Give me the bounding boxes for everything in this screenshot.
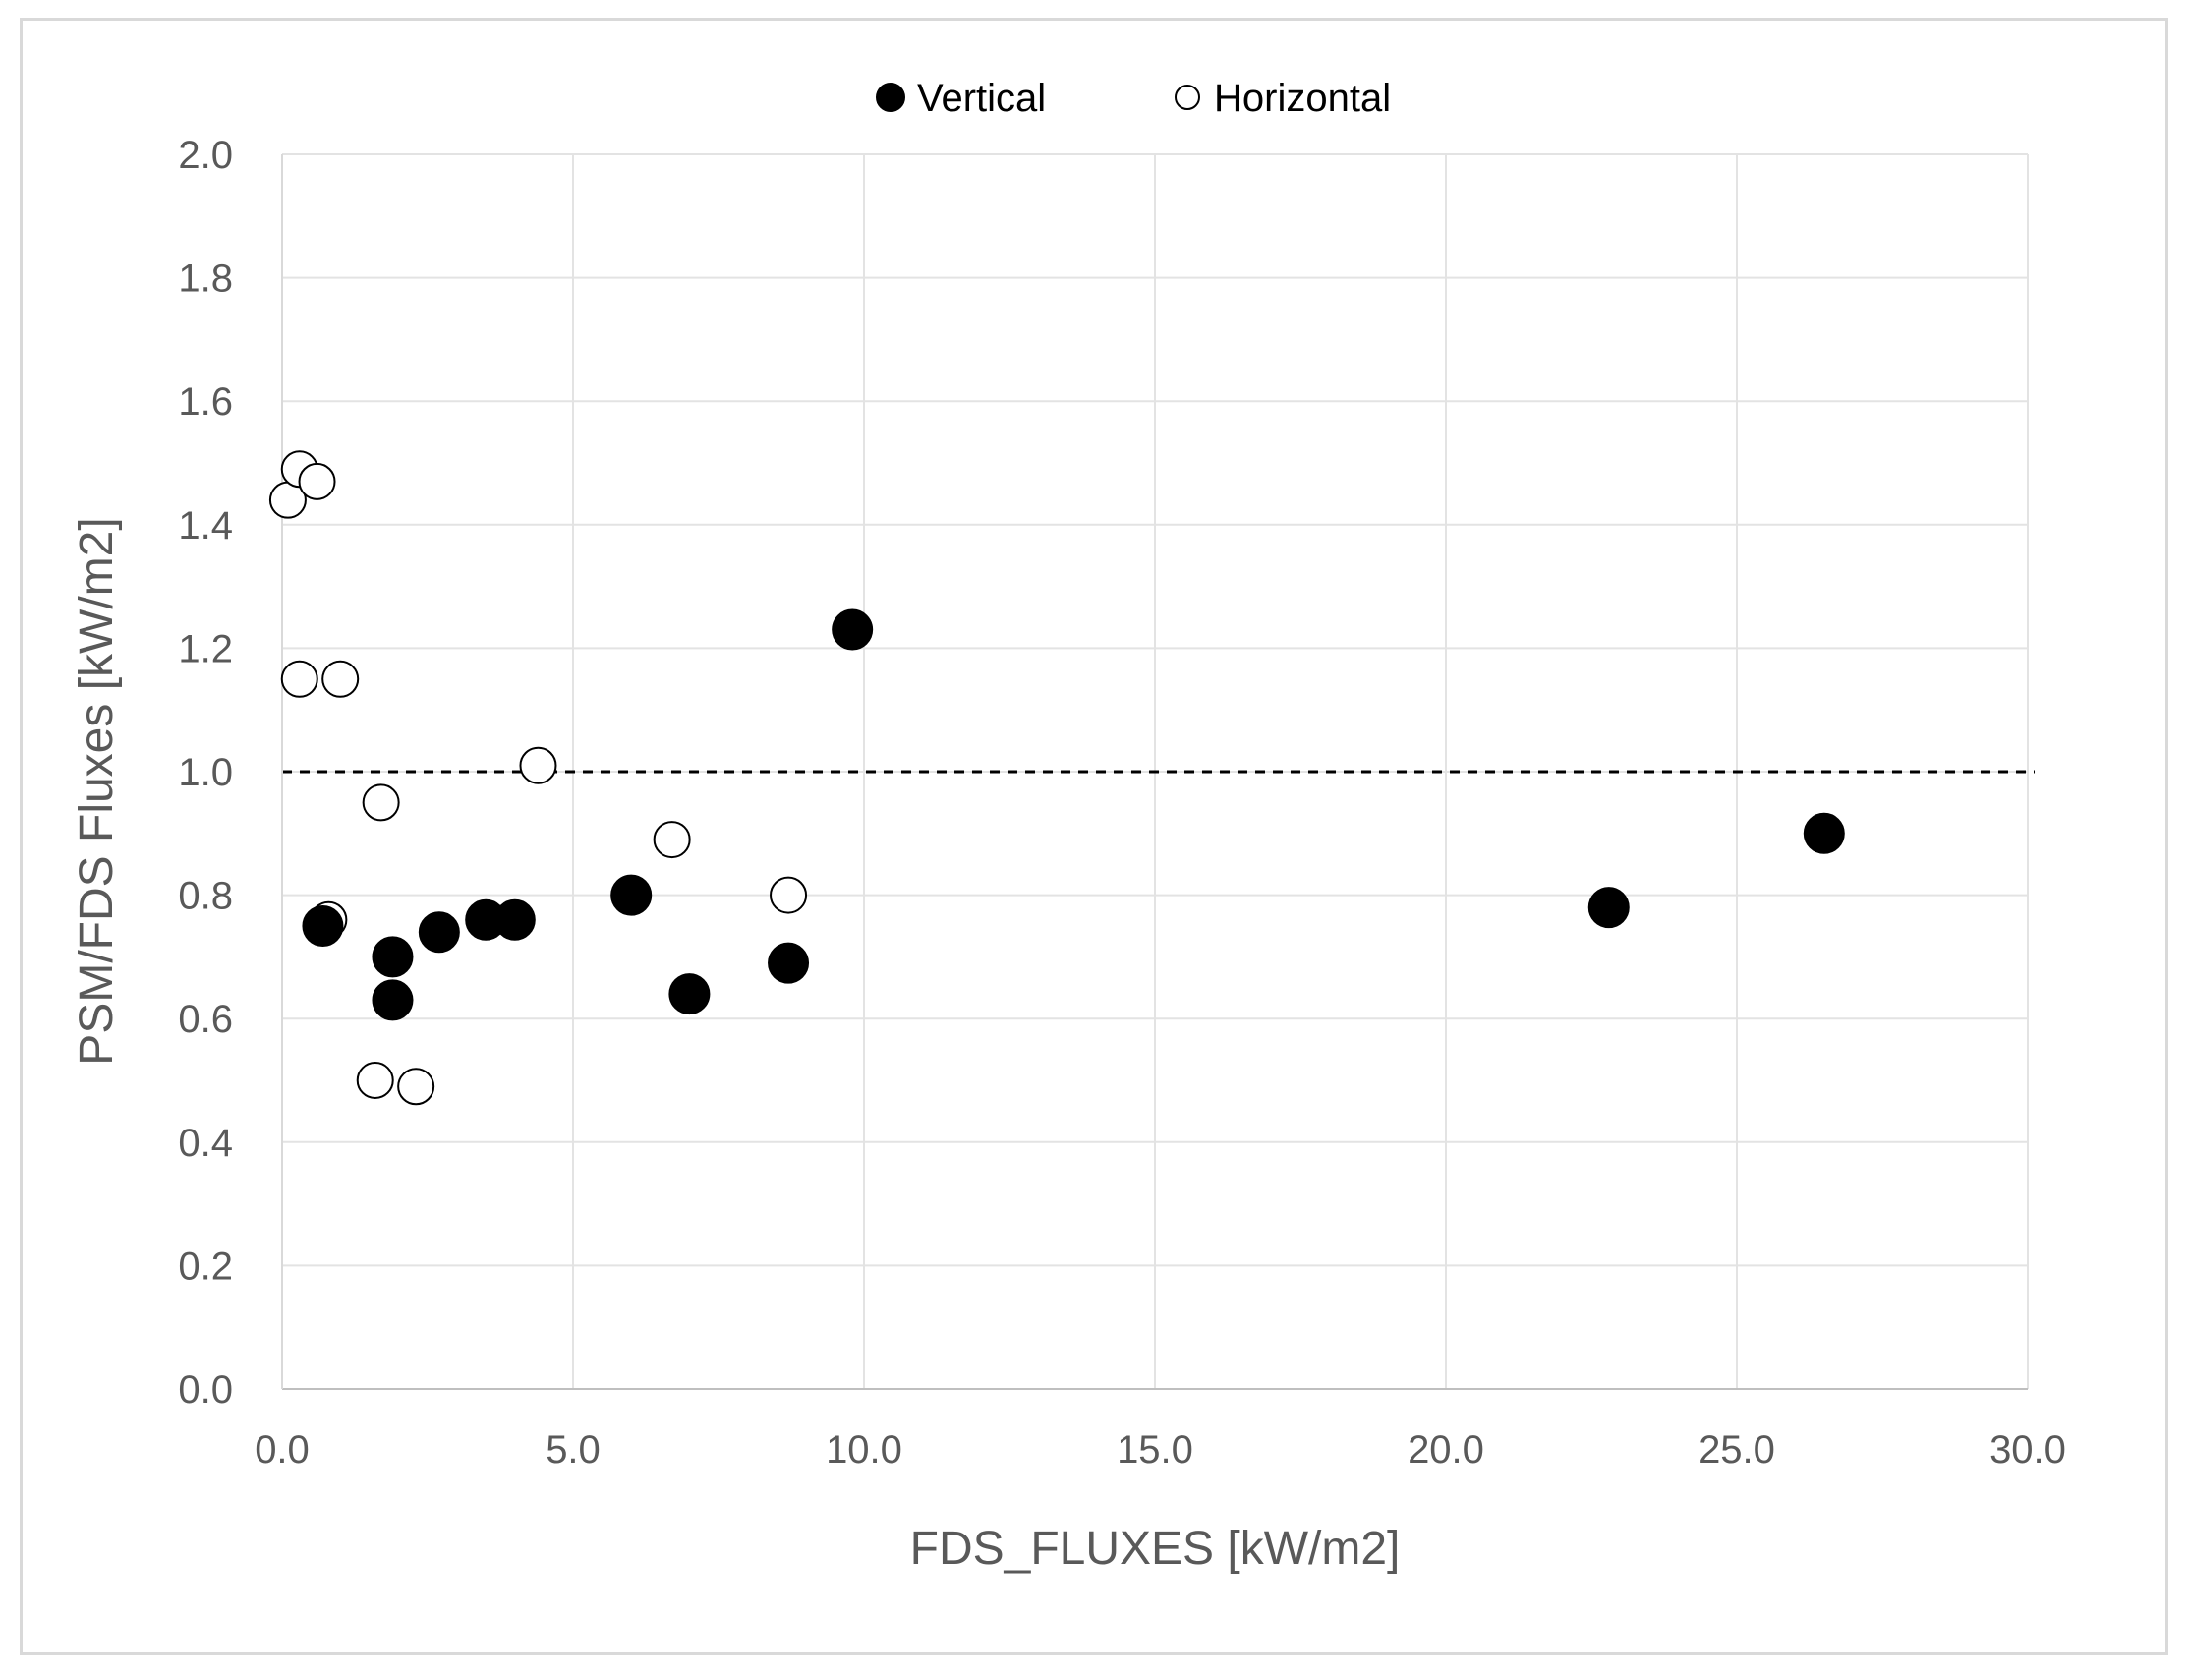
vertical-point xyxy=(302,905,344,947)
x-tick-label: 15.0 xyxy=(1117,1428,1193,1472)
y-tick-label: 0.0 xyxy=(178,1368,233,1412)
x-tick-label: 30.0 xyxy=(1989,1428,2066,1472)
x-axis-title: FDS_FLUXES [kW/m2] xyxy=(910,1523,1401,1575)
y-tick-label: 1.2 xyxy=(178,627,233,670)
x-tick-label: 20.0 xyxy=(1408,1428,1484,1472)
horizontal-point xyxy=(280,660,318,698)
vertical-point xyxy=(1803,812,1845,854)
vertical-point xyxy=(768,942,810,984)
y-tick-label: 1.4 xyxy=(178,504,233,548)
y-tick-label: 0.4 xyxy=(178,1122,233,1165)
legend-label-horizontal: Horizontal xyxy=(1214,77,1391,120)
legend: Vertical Horizontal xyxy=(876,77,1391,120)
x-tick-label: 10.0 xyxy=(826,1428,902,1472)
y-tick-label: 0.2 xyxy=(178,1245,233,1288)
x-tick-label: 0.0 xyxy=(255,1428,310,1472)
x-tick-label: 5.0 xyxy=(546,1428,601,1472)
x-tick-label: 25.0 xyxy=(1699,1428,1775,1472)
vertical-point xyxy=(1587,887,1630,929)
horizontal-point xyxy=(356,1062,394,1099)
horizontal-point xyxy=(519,746,557,784)
vertical-point xyxy=(418,911,460,954)
y-axis-title: PSM/FDS Fluxes [kW/m2] xyxy=(71,517,123,1065)
y-tick-label: 0.6 xyxy=(178,998,233,1041)
horizontal-point xyxy=(362,783,400,822)
axes xyxy=(281,154,2028,1390)
horizontal-point xyxy=(298,462,336,500)
legend-label-vertical: Vertical xyxy=(917,77,1046,120)
legend-marker-horizontal xyxy=(1175,85,1200,110)
horizontal-point xyxy=(770,876,808,914)
vertical-point xyxy=(372,936,414,978)
horizontal-point xyxy=(397,1068,435,1106)
vertical-point xyxy=(372,979,414,1021)
gridlines xyxy=(282,153,2029,1389)
y-tick-labels: 0.0 0.2 0.4 0.6 0.8 1.0 1.2 1.4 1.6 1.8 2.0 xyxy=(178,134,233,1412)
x-tick-labels: 0.0 5.0 10.0 15.0 20.0 25.0 30.0 xyxy=(255,1428,2066,1472)
data-series xyxy=(268,450,1845,1106)
vertical-point xyxy=(493,898,536,941)
vertical-point xyxy=(832,608,874,651)
y-tick-label: 2.0 xyxy=(178,134,233,177)
legend-marker-vertical xyxy=(876,83,905,112)
vertical-point xyxy=(610,874,653,916)
vertical-point xyxy=(668,973,711,1015)
horizontal-point xyxy=(653,821,691,859)
horizontal-point xyxy=(321,660,360,698)
y-tick-label: 1.8 xyxy=(178,258,233,301)
y-tick-label: 1.6 xyxy=(178,380,233,424)
y-tick-label: 1.0 xyxy=(178,751,233,794)
y-tick-label: 0.8 xyxy=(178,875,233,918)
